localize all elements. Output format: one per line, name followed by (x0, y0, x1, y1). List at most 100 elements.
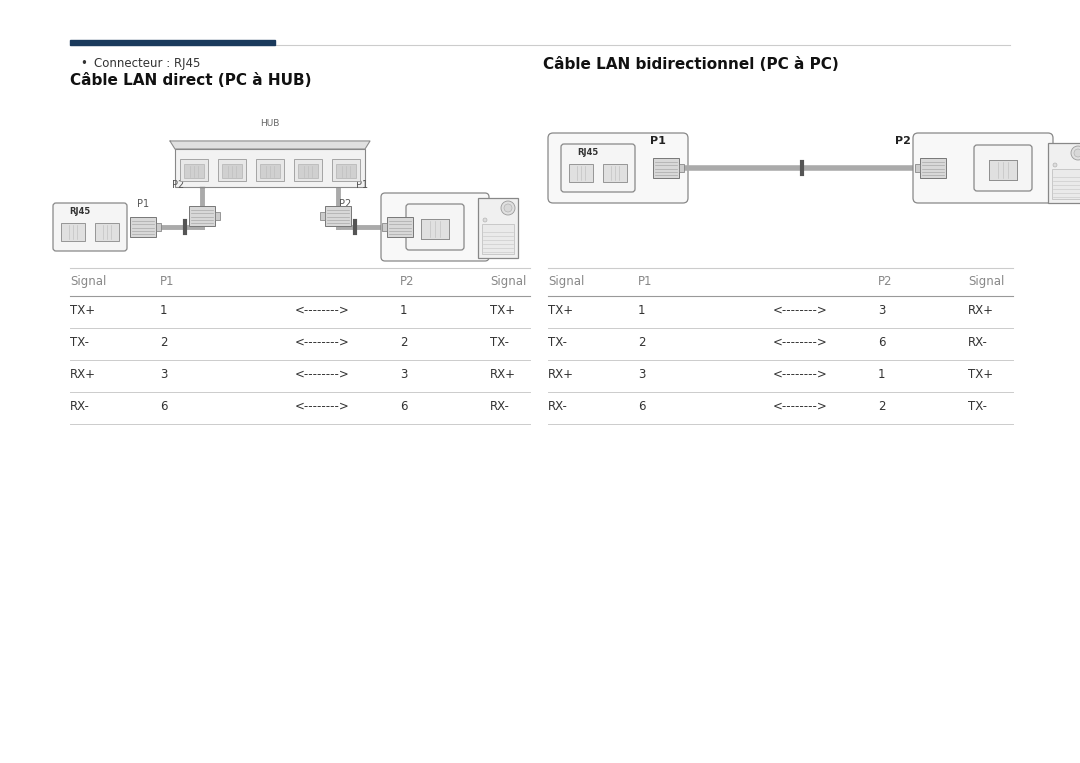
Text: RX-: RX- (548, 400, 568, 413)
FancyBboxPatch shape (974, 145, 1032, 191)
Text: P2: P2 (339, 199, 351, 209)
Bar (653, 158, 679, 178)
Text: 2: 2 (638, 336, 646, 349)
Text: 2: 2 (400, 336, 407, 349)
Text: Signal: Signal (70, 275, 106, 288)
Text: <-------->: <--------> (295, 336, 350, 349)
Text: <-------->: <--------> (295, 400, 350, 413)
Text: <-------->: <--------> (773, 336, 827, 349)
Bar (679, 164, 684, 172)
Bar (325, 206, 351, 226)
Circle shape (1074, 149, 1080, 157)
Text: 6: 6 (400, 400, 407, 413)
FancyBboxPatch shape (913, 133, 1053, 203)
Text: P2: P2 (400, 275, 415, 288)
Bar (478, 198, 518, 258)
Bar (298, 164, 318, 178)
Text: 6: 6 (878, 336, 886, 349)
Bar (95, 223, 119, 241)
Text: TX-: TX- (548, 336, 567, 349)
Bar (989, 160, 1017, 180)
Text: 6: 6 (160, 400, 167, 413)
Circle shape (504, 204, 512, 212)
Text: P1: P1 (356, 180, 368, 190)
FancyBboxPatch shape (561, 144, 635, 192)
Text: P2: P2 (878, 275, 892, 288)
Bar (320, 212, 325, 220)
Polygon shape (170, 141, 370, 149)
Bar (387, 217, 413, 237)
Text: 6: 6 (638, 400, 646, 413)
Bar (603, 164, 627, 182)
Text: <-------->: <--------> (773, 304, 827, 317)
Bar (989, 160, 1017, 180)
Text: RX-: RX- (968, 336, 988, 349)
Text: TX-: TX- (968, 400, 987, 413)
Bar (421, 219, 449, 239)
Text: Connecteur : RJ45: Connecteur : RJ45 (94, 57, 201, 70)
Text: 3: 3 (400, 368, 407, 381)
Text: Signal: Signal (548, 275, 584, 288)
Circle shape (1071, 146, 1080, 160)
Text: 1: 1 (160, 304, 167, 317)
Circle shape (1053, 171, 1057, 175)
Text: RX-: RX- (70, 400, 90, 413)
Text: TX-: TX- (490, 336, 509, 349)
Text: P1: P1 (650, 136, 666, 146)
Text: TX+: TX+ (490, 304, 515, 317)
Bar (215, 212, 220, 220)
Text: 3: 3 (878, 304, 886, 317)
Text: P1: P1 (160, 275, 175, 288)
Bar (156, 223, 161, 231)
Text: RX+: RX+ (490, 368, 516, 381)
Bar (256, 159, 284, 181)
Text: RX+: RX+ (968, 304, 994, 317)
Text: Signal: Signal (968, 275, 1004, 288)
Text: 1: 1 (878, 368, 886, 381)
Bar (189, 206, 215, 226)
Text: TX+: TX+ (968, 368, 994, 381)
Bar (218, 159, 246, 181)
Text: <-------->: <--------> (295, 304, 350, 317)
Bar (222, 164, 242, 178)
Text: HUB: HUB (260, 119, 280, 128)
Text: Signal: Signal (490, 275, 526, 288)
Text: TX+: TX+ (70, 304, 95, 317)
Circle shape (1053, 163, 1057, 167)
Text: P2: P2 (895, 136, 910, 146)
Bar (1048, 143, 1080, 203)
Text: 3: 3 (160, 368, 167, 381)
Text: <-------->: <--------> (773, 368, 827, 381)
Circle shape (483, 226, 487, 230)
FancyBboxPatch shape (53, 203, 127, 251)
Bar (180, 159, 208, 181)
FancyBboxPatch shape (548, 133, 688, 203)
Bar (382, 223, 387, 231)
Text: Câble LAN direct (PC à HUB): Câble LAN direct (PC à HUB) (70, 73, 311, 88)
Bar (70, 40, 275, 45)
Bar (60, 223, 85, 241)
Text: RJ45: RJ45 (578, 148, 598, 157)
Bar (184, 164, 204, 178)
Text: RX+: RX+ (70, 368, 96, 381)
Text: TX+: TX+ (548, 304, 573, 317)
Text: <-------->: <--------> (295, 368, 350, 381)
Bar (421, 219, 449, 239)
Text: 2: 2 (160, 336, 167, 349)
Bar (920, 158, 946, 178)
Bar (1052, 169, 1080, 199)
Bar (130, 217, 156, 237)
Text: P2: P2 (172, 180, 184, 190)
Text: P1: P1 (638, 275, 652, 288)
Text: P1: P1 (137, 199, 149, 209)
Circle shape (483, 218, 487, 222)
Bar (332, 159, 360, 181)
Text: <-------->: <--------> (773, 400, 827, 413)
Text: RX+: RX+ (548, 368, 573, 381)
Bar (294, 159, 322, 181)
Bar (569, 164, 593, 182)
FancyBboxPatch shape (381, 193, 489, 261)
Text: 1: 1 (638, 304, 646, 317)
Bar (260, 164, 280, 178)
Circle shape (501, 201, 515, 215)
